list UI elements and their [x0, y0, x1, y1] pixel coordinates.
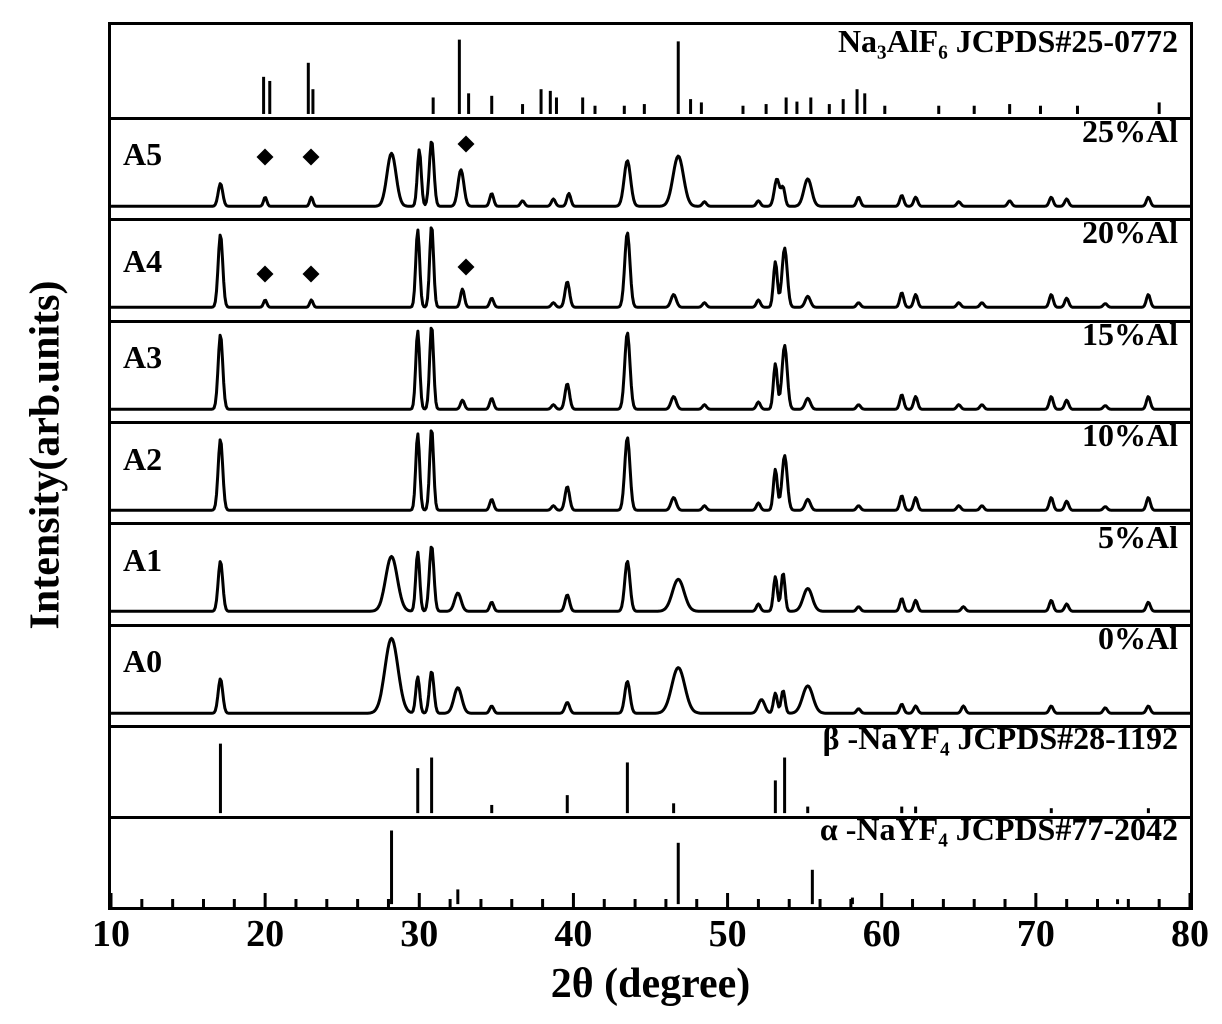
panel-A5: A525%Al: [111, 117, 1190, 218]
x-tick-label: 40: [554, 912, 592, 956]
plot-frame: Na₃AlF₆ JCPDS#25-0772A525%AlA420%AlA315%…: [108, 22, 1193, 910]
panel-svg: [111, 522, 1190, 623]
panel-A0: A00%Al: [111, 624, 1190, 725]
x-tick-label: 80: [1171, 912, 1209, 956]
panel-ref_beta: β -NaYF₄ JCPDS#28-1192: [111, 725, 1190, 816]
panel-svg: [111, 25, 1190, 117]
panel-A3: A315%Al: [111, 320, 1190, 421]
x-tick-label: 70: [1017, 912, 1055, 956]
panel-ref_top: Na₃AlF₆ JCPDS#25-0772: [111, 25, 1190, 117]
panel-svg: [111, 117, 1190, 218]
x-tick-label: 60: [863, 912, 901, 956]
panel-A1: A15%Al: [111, 522, 1190, 623]
panel-A2: A210%Al: [111, 421, 1190, 522]
x-tick-label: 50: [709, 912, 747, 956]
panel-ref_alpha: α -NaYF₄ JCPDS#77-2042: [111, 816, 1190, 907]
y-axis-label: Intensity(arb.units): [10, 0, 80, 910]
panel-svg: [111, 624, 1190, 725]
x-tick-label: 10: [92, 912, 130, 956]
x-tick-label: 20: [246, 912, 284, 956]
x-tick-label: 30: [400, 912, 438, 956]
panel-svg: [111, 421, 1190, 522]
panel-svg: [111, 320, 1190, 421]
panel-svg: [111, 816, 1190, 907]
chart-root: Intensity(arb.units) 2θ (degree) Na₃AlF₆…: [0, 0, 1222, 1024]
panel-svg: [111, 218, 1190, 319]
panel-A4: A420%Al: [111, 218, 1190, 319]
panel-svg: [111, 725, 1190, 816]
x-axis-label: 2θ (degree): [108, 960, 1193, 1008]
